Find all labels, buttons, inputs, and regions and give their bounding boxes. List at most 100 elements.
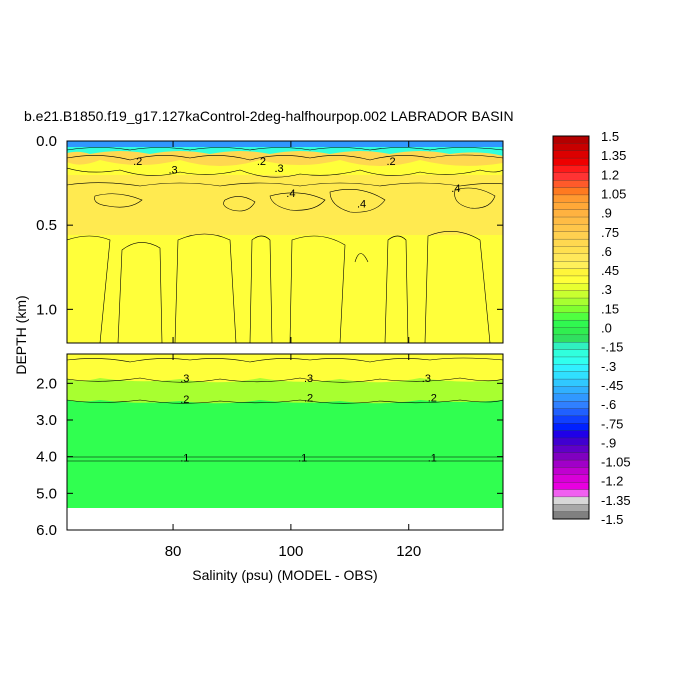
y-tick-label-lower: 4.0 <box>36 449 57 466</box>
y-axis-title: DEPTH (km) <box>13 295 29 374</box>
colorbar-swatch <box>552 209 590 218</box>
colorbar-swatch <box>552 408 590 417</box>
colorbar-swatch <box>552 253 590 262</box>
contour-label: .3 <box>180 373 189 385</box>
chart-title: b.e21.B1850.f19_g17.127kaControl-2deg-ha… <box>24 108 514 124</box>
colorbar-label: -.45 <box>601 378 623 393</box>
colorbar-swatch <box>552 290 590 299</box>
contour-label: .3 <box>275 163 284 175</box>
colorbar-label: 1.05 <box>601 186 626 201</box>
colorbar-swatch <box>552 452 590 461</box>
contour-label: .1 <box>180 452 189 464</box>
contour-label: .2 <box>304 392 313 404</box>
colorbar-label: -.15 <box>601 340 623 355</box>
colorbar-label: .6 <box>601 244 612 259</box>
colorbar-swatch <box>552 180 590 189</box>
colorbar-swatch <box>552 459 590 468</box>
colorbar-label: 1.2 <box>601 167 619 182</box>
axes: 80 100 120 0.0 0.5 1.0 2.0 3.0 4.0 5.0 6.0 <box>36 133 503 560</box>
colorbar-label: -1.2 <box>601 474 623 489</box>
colorbar-label: -.75 <box>601 416 623 431</box>
colorbar-label: -1.5 <box>601 512 623 527</box>
x-tick-label: 120 <box>396 543 421 560</box>
colorbar-swatch <box>552 364 590 373</box>
lower-panel-frame <box>66 353 504 531</box>
colorbar-swatch <box>552 150 590 159</box>
colorbar-label: .0 <box>601 321 612 336</box>
colorbar-label: .9 <box>601 206 612 221</box>
colorbar-label: .45 <box>601 263 619 278</box>
lower-top-band <box>67 354 503 383</box>
colorbar-label: -1.35 <box>601 493 631 508</box>
colorbar-swatch <box>552 312 590 321</box>
y-tick-label-upper: 1.0 <box>36 301 57 318</box>
lower-panel <box>67 354 503 530</box>
y-tick-label-lower: 5.0 <box>36 485 57 502</box>
y-tick-label-lower: 6.0 <box>36 522 57 539</box>
colorbar-swatch <box>552 334 590 343</box>
colorbar-swatch <box>552 342 590 351</box>
colorbar-label: .15 <box>601 301 619 316</box>
colorbar-label: -.9 <box>601 435 616 450</box>
colorbar-swatch <box>552 135 590 144</box>
colorbar-swatch <box>552 386 590 395</box>
contour-label: .4 <box>451 183 460 195</box>
colorbar-swatch <box>552 327 590 336</box>
contour-label: .2 <box>428 392 437 404</box>
y-tick-label-upper: 0.0 <box>36 133 57 150</box>
colorbar-swatch <box>552 202 590 211</box>
x-axis-title: Salinity (psu) (MODEL - OBS) <box>192 567 377 583</box>
colorbar-swatch <box>552 224 590 233</box>
colorbar-swatch <box>552 143 590 152</box>
colorbar-swatch <box>552 172 590 181</box>
colorbar-swatch <box>552 482 590 490</box>
upper-warm-band <box>67 175 503 235</box>
colorbar-swatch <box>552 504 590 513</box>
colorbar-swatch <box>552 437 590 446</box>
colorbar-swatch <box>552 216 590 225</box>
colorbar-label: -.6 <box>601 397 616 412</box>
contour-label: .1 <box>298 452 307 464</box>
colorbar-swatch <box>552 157 590 166</box>
contour-labels: .3 .3 .4 .4 .4 .2 .2 .2 .3 .3 .3 .2 .2 .2 .1 .1 .1 <box>133 156 460 464</box>
y-tick-label-lower: 3.0 <box>36 412 57 429</box>
upper-panel <box>67 141 503 343</box>
colorbar-swatch <box>552 415 590 424</box>
colorbar-swatch <box>552 489 590 498</box>
colorbar-swatch <box>552 187 590 196</box>
colorbar-label: 1.35 <box>601 148 626 163</box>
colorbar-swatch <box>552 349 590 358</box>
upper-panel-frame <box>66 140 504 344</box>
colorbar-swatch <box>552 231 590 240</box>
colorbar-swatch <box>552 371 590 380</box>
colorbar-swatch <box>552 423 590 432</box>
colorbar-swatch <box>552 319 590 328</box>
colorbar-swatch <box>552 356 590 365</box>
colorbar-swatch <box>552 261 590 270</box>
upper-surface-top <box>67 141 503 147</box>
colorbar-frame <box>552 135 590 520</box>
colorbar-swatch <box>552 378 590 387</box>
colorbar-swatch <box>552 268 590 277</box>
colorbar-swatch <box>552 401 590 409</box>
x-tick-label: 80 <box>165 543 182 560</box>
colorbar-swatch <box>552 238 590 247</box>
colorbar-swatch <box>552 305 590 314</box>
x-tick-label: 100 <box>278 543 303 560</box>
contour-label: .2 <box>180 394 189 406</box>
colorbar-label: .3 <box>601 282 612 297</box>
colorbar-swatch <box>552 297 590 306</box>
colorbar-label: 1.5 <box>601 129 619 144</box>
y-tick-label-lower: 2.0 <box>36 375 57 392</box>
upper-contours <box>67 147 503 343</box>
colorbar-swatch <box>552 194 590 203</box>
contour-label: .4 <box>286 188 295 200</box>
contour-label: .2 <box>133 156 142 168</box>
contour-label: .2 <box>386 156 395 168</box>
colorbar-swatch <box>552 283 590 292</box>
upper-background-fill <box>67 141 503 343</box>
colorbar-swatch <box>552 474 590 483</box>
colorbar-label: -1.05 <box>601 455 631 470</box>
contour-label: .3 <box>304 373 313 385</box>
